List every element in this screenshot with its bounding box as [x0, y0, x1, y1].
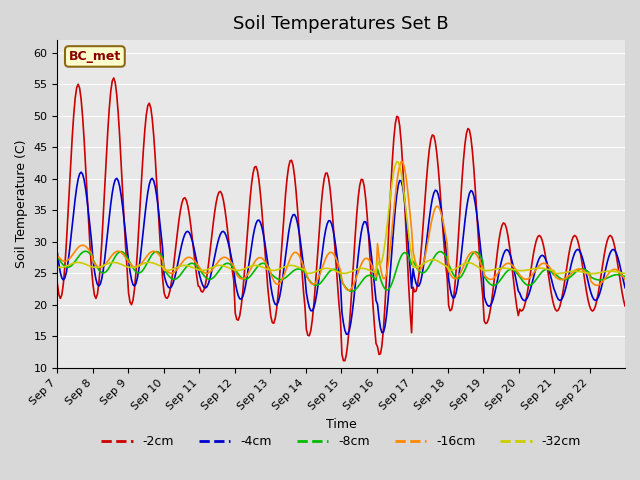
- -2cm: [545, 279, 553, 285]
- -8cm: [347, 288, 355, 294]
- Line: -8cm: -8cm: [58, 251, 625, 291]
- -4cm: [92, 276, 100, 282]
- -16cm: [54, 252, 61, 258]
- -8cm: [621, 274, 629, 279]
- -2cm: [461, 141, 468, 147]
- Line: -32cm: -32cm: [58, 162, 625, 274]
- -16cm: [73, 246, 81, 252]
- -8cm: [73, 256, 81, 262]
- -16cm: [620, 275, 627, 280]
- -4cm: [620, 278, 627, 284]
- Line: -2cm: -2cm: [58, 78, 625, 360]
- -4cm: [461, 218, 468, 224]
- -2cm: [110, 75, 118, 81]
- -16cm: [621, 276, 629, 282]
- -32cm: [620, 270, 627, 276]
- -16cm: [397, 159, 405, 165]
- Title: Soil Temperatures Set B: Soil Temperatures Set B: [234, 15, 449, 33]
- -32cm: [73, 260, 81, 265]
- -2cm: [621, 303, 629, 309]
- -32cm: [346, 269, 353, 275]
- -4cm: [545, 268, 553, 274]
- -4cm: [77, 169, 85, 175]
- Text: BC_met: BC_met: [68, 50, 121, 63]
- -4cm: [348, 310, 356, 315]
- -8cm: [545, 267, 553, 273]
- Line: -16cm: -16cm: [58, 162, 625, 290]
- -16cm: [91, 261, 99, 266]
- X-axis label: Time: Time: [326, 418, 356, 431]
- -4cm: [342, 331, 350, 337]
- -2cm: [73, 85, 81, 91]
- -2cm: [620, 297, 627, 303]
- -32cm: [544, 266, 552, 272]
- -32cm: [621, 271, 629, 276]
- -16cm: [545, 264, 553, 270]
- -2cm: [340, 358, 348, 363]
- -2cm: [348, 279, 356, 285]
- -32cm: [393, 159, 401, 165]
- -4cm: [621, 285, 629, 290]
- -32cm: [460, 261, 467, 267]
- -2cm: [91, 292, 99, 298]
- Line: -4cm: -4cm: [58, 172, 625, 334]
- -8cm: [620, 273, 627, 279]
- -8cm: [54, 254, 61, 260]
- -32cm: [54, 264, 61, 270]
- -8cm: [348, 288, 356, 294]
- Y-axis label: Soil Temperature (C): Soil Temperature (C): [15, 140, 28, 268]
- -32cm: [91, 264, 99, 270]
- -16cm: [344, 288, 352, 293]
- -2cm: [54, 281, 61, 287]
- -8cm: [461, 267, 468, 273]
- -16cm: [461, 260, 468, 265]
- -4cm: [73, 185, 81, 191]
- -16cm: [347, 286, 355, 292]
- -32cm: [589, 271, 596, 276]
- Legend: -2cm, -4cm, -8cm, -16cm, -32cm: -2cm, -4cm, -8cm, -16cm, -32cm: [97, 430, 586, 453]
- -8cm: [92, 263, 100, 268]
- -8cm: [82, 248, 90, 254]
- -4cm: [54, 250, 61, 256]
